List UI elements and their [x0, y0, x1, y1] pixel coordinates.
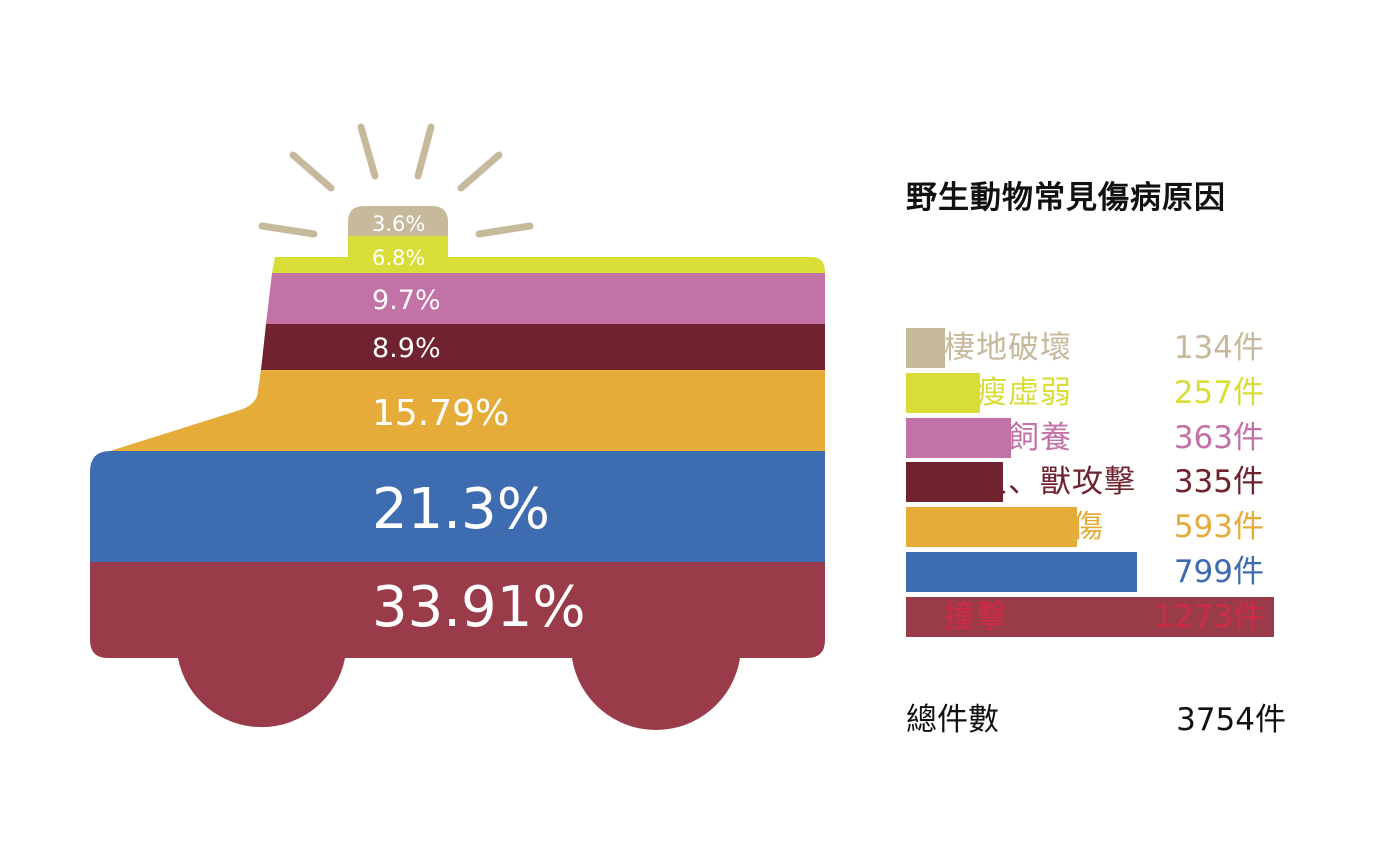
- legend-row: 消瘦虛弱 257件: [906, 372, 1378, 413]
- siren-ray: [258, 222, 318, 238]
- legend-count: 134件: [1173, 330, 1264, 366]
- legend-row: 人為飼養 363件: [906, 417, 1378, 458]
- band-2: [272, 236, 825, 273]
- percent-label: 9.7%: [372, 285, 441, 316]
- legend-count: 1273件: [1154, 598, 1264, 635]
- legend-label: 人為飼養: [944, 419, 1072, 456]
- legend: 棲地破壞 134件消瘦虛弱 257件人為飼養 363件 被人、獸攻擊 335件疾病與創傷 5…: [906, 0, 1378, 862]
- legend-bar: [906, 462, 1003, 503]
- legend-bar: [906, 328, 945, 368]
- car-shaped-chart: 3.6% 6.8% 9.7% 8.9% 15.79% 21.3% 33.91%: [90, 123, 825, 730]
- band-4: [261, 324, 825, 370]
- legend-label: 棲地破壞: [944, 330, 1072, 366]
- legend-bar: [906, 417, 1011, 458]
- legend-label: 消瘦虛弱: [944, 374, 1072, 411]
- legend-row: 疾病與創傷 593件: [906, 507, 1378, 548]
- siren-ray: [357, 123, 379, 180]
- band-1: [348, 206, 448, 236]
- legend-label: 疾病與創傷: [944, 509, 1104, 546]
- legend-count: 593件: [1173, 509, 1264, 546]
- legend-label: 誤中陷阱: [944, 554, 1072, 590]
- band-3: [266, 273, 825, 324]
- legend-row: 被人、獸攻擊 335件: [906, 462, 1378, 503]
- legend-label: 撞擊: [944, 598, 1008, 635]
- legend-bar: [906, 596, 1274, 637]
- percent-label: 8.9%: [372, 333, 441, 364]
- band-5: [110, 370, 825, 451]
- percent-label: 33.91%: [372, 575, 586, 640]
- legend-label: 被人、獸攻擊: [944, 464, 1136, 501]
- legend-row: 誤中陷阱 799件: [906, 552, 1378, 592]
- legend-count: 799件: [1173, 554, 1264, 590]
- legend-count: 335件: [1173, 464, 1264, 501]
- siren-ray: [289, 151, 335, 192]
- percent-label: 21.3%: [372, 477, 550, 542]
- legend-bar: [906, 507, 1078, 548]
- siren-rays: [258, 123, 534, 238]
- siren-ray: [414, 123, 435, 180]
- legend-count: 363件: [1173, 419, 1264, 456]
- band-7: [90, 562, 825, 730]
- legend-bar: [906, 372, 981, 413]
- band-6: [90, 451, 825, 562]
- legend-row: 撞擊 1273件: [906, 596, 1378, 637]
- chart-title: 野生動物常見傷病原因: [906, 180, 1226, 216]
- total-row: 總件數 3754件: [906, 694, 1378, 738]
- legend-row: 棲地破壞 134件: [906, 328, 1378, 368]
- siren-ray: [475, 222, 534, 238]
- legend-count: 257件: [1173, 374, 1264, 411]
- percent-label: 15.79%: [372, 393, 509, 434]
- percent-label: 6.8%: [372, 246, 425, 270]
- total-value: 3754件: [1176, 702, 1286, 738]
- legend-bar: [906, 552, 1137, 592]
- total-label: 總件數: [906, 702, 999, 738]
- percent-label: 3.6%: [372, 212, 425, 236]
- siren-ray: [457, 151, 503, 192]
